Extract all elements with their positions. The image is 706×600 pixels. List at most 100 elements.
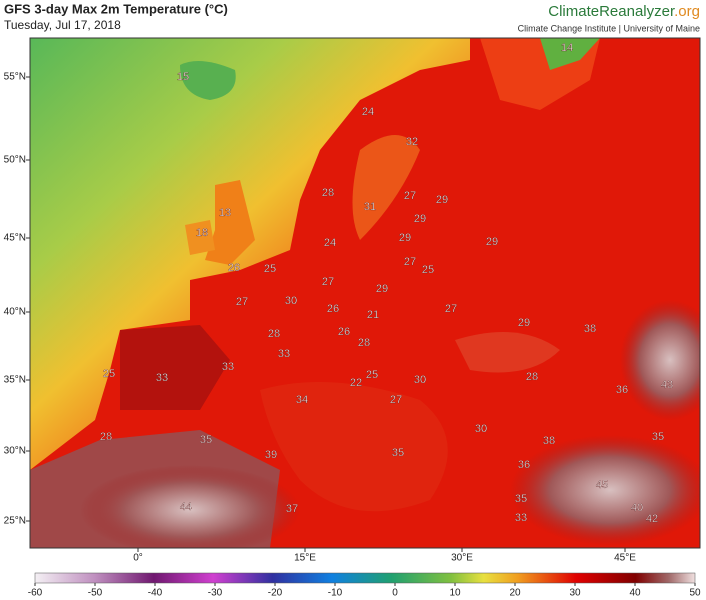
- temperature-label: 31: [364, 201, 376, 213]
- temperature-label: 30: [414, 374, 426, 386]
- temperature-label: 28: [268, 328, 280, 340]
- temperature-label: 38: [584, 323, 596, 335]
- brand: ClimateReanalyzer.org: [548, 3, 700, 20]
- lat-label: 55°N: [4, 72, 26, 83]
- temperature-label: 29: [436, 194, 448, 206]
- temperature-label: 34: [296, 394, 308, 406]
- lat-label: 40°N: [4, 307, 26, 318]
- temperature-label: 24: [324, 237, 336, 249]
- temperature-label: 33: [222, 361, 234, 373]
- temperature-label: 39: [265, 449, 277, 461]
- colorbar-label: 10: [449, 588, 461, 599]
- temperature-label: 44: [180, 501, 192, 513]
- colorbar-label: 40: [629, 588, 641, 599]
- colorbar: [34, 572, 696, 584]
- colorbar-label: -20: [268, 588, 283, 599]
- iceland: [180, 61, 236, 100]
- colorbar-label: -60: [28, 588, 43, 599]
- britain: [205, 180, 255, 265]
- temperature-label: 29: [376, 283, 388, 295]
- temperature-label: 24: [362, 106, 374, 118]
- black-sea: [455, 332, 560, 373]
- temperature-label: 29: [486, 236, 498, 248]
- temperature-label: 15: [177, 71, 189, 83]
- temperature-label: 22: [350, 377, 362, 389]
- temperature-label: 33: [278, 348, 290, 360]
- sahara-hot: [80, 465, 300, 548]
- brand-tagline: Climate Change Institute | University of…: [518, 23, 700, 33]
- temperature-label: 42: [646, 513, 658, 525]
- colorbar-label: 0: [392, 588, 398, 599]
- subtitle: Tuesday, Jul 17, 2018: [4, 18, 121, 32]
- colorbar-label: 20: [509, 588, 521, 599]
- lon-label: 30°E: [451, 553, 473, 564]
- temperature-label: 25: [264, 263, 276, 275]
- lat-label: 25°N: [4, 516, 26, 527]
- baltic: [352, 135, 420, 240]
- brand-suffix: .org: [674, 3, 700, 20]
- temperature-label: 29: [518, 317, 530, 329]
- temperature-label: 28: [322, 187, 334, 199]
- temperature-label: 26: [338, 326, 350, 338]
- mediterranean: [260, 382, 448, 512]
- lon-label: 0°: [133, 553, 143, 564]
- temperature-label: 45: [596, 479, 608, 491]
- temperature-label: 35: [515, 493, 527, 505]
- lat-label: 45°N: [4, 233, 26, 244]
- colorbar-label: 50: [689, 588, 701, 599]
- temperature-label: 35: [200, 434, 212, 446]
- temperature-label: 27: [404, 256, 416, 268]
- temperature-label: 35: [652, 431, 664, 443]
- temperature-label: 29: [399, 232, 411, 244]
- iberia: [120, 325, 230, 410]
- temperature-label: 33: [156, 372, 168, 384]
- arctic-cold: [540, 38, 600, 70]
- temperature-label: 28: [358, 337, 370, 349]
- temperature-label: 29: [414, 213, 426, 225]
- lat-label: 30°N: [4, 446, 26, 457]
- temperature-label: 37: [286, 503, 298, 515]
- temperature-label: 30: [475, 423, 487, 435]
- temperature-label: 36: [616, 384, 628, 396]
- temperature-label: 35: [392, 447, 404, 459]
- temperature-label: 32: [406, 136, 418, 148]
- colorbar-label: -40: [148, 588, 163, 599]
- temperature-label: 43: [661, 379, 673, 391]
- colorbar-label: -50: [88, 588, 103, 599]
- ireland: [185, 220, 215, 255]
- land: [30, 38, 700, 548]
- temperature-label: 25: [103, 368, 115, 380]
- temperature-label: 40: [631, 502, 643, 514]
- brand-name: ClimateReanalyzer: [548, 3, 675, 20]
- temperature-label: 36: [518, 459, 530, 471]
- temperature-label: 28: [526, 371, 538, 383]
- temperature-label: 27: [445, 303, 457, 315]
- temperature-label: 14: [561, 42, 573, 54]
- colorbar-label: -10: [328, 588, 343, 599]
- temperature-label: 28: [100, 431, 112, 443]
- arabia-hot: [510, 435, 700, 545]
- temperature-label: 33: [515, 512, 527, 524]
- lat-label: 50°N: [4, 155, 26, 166]
- temperature-label: 13: [219, 207, 231, 219]
- temperature-label: 26: [327, 303, 339, 315]
- central-asia-hot: [620, 300, 700, 420]
- lat-label: 35°N: [4, 375, 26, 386]
- lon-label: 15°E: [294, 553, 316, 564]
- lon-label: 45°E: [614, 553, 636, 564]
- temperature-label: 27: [322, 276, 334, 288]
- temperature-label: 25: [422, 264, 434, 276]
- temperature-label: 30: [285, 295, 297, 307]
- temperature-label: 26: [228, 262, 240, 274]
- temperature-label: 27: [236, 296, 248, 308]
- colorbar-label: 30: [569, 588, 581, 599]
- title: GFS 3-day Max 2m Temperature (°C): [4, 1, 228, 16]
- temperature-label: 27: [390, 394, 402, 406]
- colorbar-label: -30: [208, 588, 223, 599]
- temperature-label: 18: [196, 227, 208, 239]
- temperature-label: 38: [543, 435, 555, 447]
- map-field: [30, 38, 700, 548]
- map-frame: [29, 37, 701, 549]
- temperature-label: 25: [366, 369, 378, 381]
